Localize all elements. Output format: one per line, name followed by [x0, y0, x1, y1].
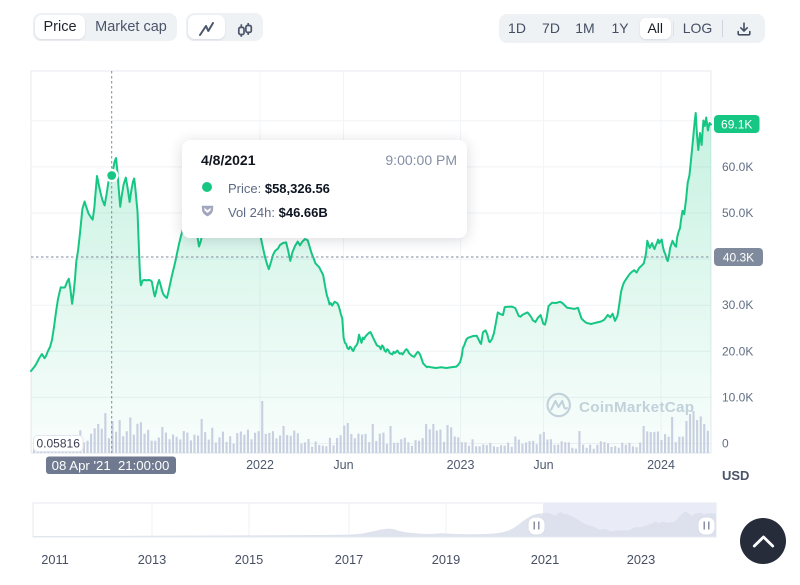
svg-text:2013: 2013: [138, 552, 166, 567]
svg-text:2017: 2017: [335, 552, 363, 567]
svg-text:2011: 2011: [41, 552, 69, 567]
svg-text:2021: 2021: [531, 552, 559, 567]
svg-text:20.0K: 20.0K: [722, 344, 753, 358]
svg-text:Jun: Jun: [333, 458, 353, 472]
svg-text:2019: 2019: [432, 552, 460, 567]
svg-text:50.0K: 50.0K: [722, 206, 753, 220]
svg-text:USD: USD: [722, 468, 749, 483]
svg-text:69.1K: 69.1K: [721, 118, 752, 132]
svg-text:Jun: Jun: [533, 458, 553, 472]
svg-text:40.3K: 40.3K: [723, 251, 754, 265]
svg-text:2023: 2023: [447, 458, 475, 472]
svg-text:2024: 2024: [647, 458, 675, 472]
svg-text:0: 0: [722, 437, 729, 451]
svg-text:08 Apr '21 21:00:00: 08 Apr '21 21:00:00: [52, 458, 170, 473]
svg-text:2022: 2022: [246, 458, 274, 472]
svg-text:30.0K: 30.0K: [722, 298, 753, 312]
svg-text:2023: 2023: [627, 552, 655, 567]
svg-text:60.0K: 60.0K: [722, 160, 753, 174]
svg-text:0.05816: 0.05816: [37, 437, 81, 451]
svg-text:2015: 2015: [235, 552, 263, 567]
svg-text:10.0K: 10.0K: [722, 390, 753, 404]
